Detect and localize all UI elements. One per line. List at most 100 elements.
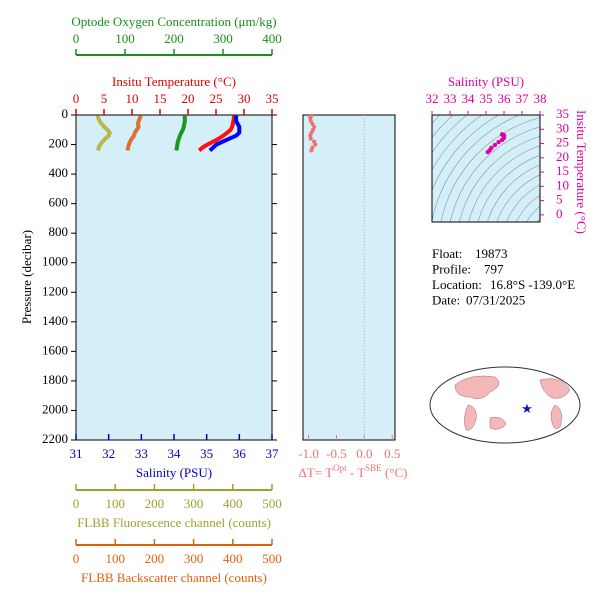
x-tick-label: 36 — [498, 91, 512, 106]
x-tick-label: 100 — [105, 551, 125, 566]
x-tick-label: 0 — [73, 31, 80, 46]
ts-point — [492, 142, 498, 148]
axis-title: FLBB Backscatter channel (counts) — [81, 570, 267, 585]
x-tick-label: 0.5 — [384, 446, 400, 461]
x-tick-label: 34 — [168, 446, 182, 461]
x-axis-title: Salinity (PSU) — [448, 74, 524, 89]
x-tick-label: 5 — [101, 91, 108, 106]
x-tick-label: 0 — [73, 496, 80, 511]
delta-point — [309, 148, 314, 153]
info-label: Date: — [432, 292, 460, 307]
delta-point — [311, 127, 316, 132]
x-tick-label: 37 — [266, 446, 280, 461]
x-tick-label: 300 — [213, 31, 233, 46]
x-tick-label: 100 — [115, 31, 135, 46]
delta-point — [310, 121, 315, 126]
y-tick-label: 1200 — [42, 283, 68, 298]
continent — [454, 375, 500, 399]
delta-point — [313, 142, 318, 147]
x-tick-label: 31 — [70, 446, 83, 461]
float-marker: ★ — [521, 401, 533, 416]
axis-title: FLBB Fluorescence channel (counts) — [77, 515, 271, 530]
x-tick-label: 10 — [126, 91, 139, 106]
profile-background — [76, 115, 272, 440]
y-tick-label: 30 — [556, 120, 569, 135]
x-tick-label: 400 — [262, 31, 282, 46]
y-tick-label: 5 — [556, 192, 563, 207]
x-tick-label: 0 — [73, 91, 80, 106]
y-tick-label: 1600 — [42, 342, 68, 357]
map-outline — [429, 366, 581, 444]
profile-line — [208, 115, 242, 152]
delta-frame — [302, 114, 396, 441]
x-tick-label: 32 — [102, 446, 115, 461]
info-value: 797 — [484, 261, 504, 276]
x-tick-label: 20 — [182, 91, 195, 106]
delta-point — [308, 133, 313, 138]
continent — [489, 417, 507, 430]
contour — [555, 230, 595, 270]
x-tick-label: 200 — [145, 496, 165, 511]
y-tick-label: 800 — [49, 224, 69, 239]
info-value: 07/31/2025 — [466, 292, 525, 307]
x-tick-label: -0.5 — [326, 446, 347, 461]
info-label: Profile: — [432, 261, 471, 276]
ts-background — [432, 115, 540, 222]
x-tick-label: 100 — [105, 496, 125, 511]
y-tick-label: 35 — [556, 106, 569, 121]
label-part: (°C) — [382, 465, 408, 480]
world-map: ★ — [429, 366, 581, 444]
profile-line — [125, 115, 143, 151]
delta-point — [308, 118, 313, 123]
info-value: 19873 — [475, 246, 508, 261]
x-tick-label: 36 — [233, 446, 247, 461]
x-tick-label: 30 — [238, 91, 251, 106]
x-axis-title: ΔT= TOpt - TSBE (°C) — [299, 463, 408, 480]
x-tick-label: 0 — [73, 551, 80, 566]
y-tick-label: 0 — [62, 106, 69, 121]
x-tick-label: 400 — [223, 496, 243, 511]
x-tick-label: 300 — [184, 551, 204, 566]
x-tick-label: -1.0 — [298, 446, 319, 461]
y-tick-label: 10 — [556, 177, 569, 192]
x-tick-label: 32 — [426, 91, 439, 106]
x-tick-label: 37 — [516, 91, 530, 106]
x-tick-label: 35 — [266, 91, 279, 106]
y-tick-label: 0 — [556, 206, 563, 221]
y-tick-label: 200 — [49, 136, 69, 151]
x-tick-label: 500 — [262, 551, 282, 566]
ts-point — [485, 149, 490, 155]
y-tick-label: 1000 — [42, 254, 68, 269]
y-tick-label: 1400 — [42, 313, 68, 328]
y-tick-label: 400 — [49, 165, 69, 180]
axis-title: Salinity (PSU) — [136, 465, 212, 480]
x-tick-label: 25 — [210, 91, 223, 106]
x-tick-label: 38 — [534, 91, 547, 106]
info-label: Location: — [432, 277, 482, 292]
x-tick-label: 500 — [262, 496, 282, 511]
x-tick-label: 33 — [444, 91, 457, 106]
y-tick-label: 2000 — [42, 401, 68, 416]
y-tick-label: 15 — [556, 163, 569, 178]
label-part: SBE — [365, 463, 382, 473]
y-axis-title: Insitu Temperature (°C) — [574, 110, 589, 234]
delta-point — [308, 115, 313, 120]
y-tick-label: 25 — [556, 135, 569, 150]
x-tick-label: 35 — [480, 91, 493, 106]
info-value: 16.8°S -139.0°E — [490, 277, 575, 292]
continent — [550, 404, 562, 429]
ts-point — [496, 139, 501, 145]
delta-point — [308, 136, 313, 141]
info-label: Float: — [432, 246, 462, 261]
y-tick-label: 1800 — [42, 372, 68, 387]
delta-background — [303, 115, 395, 440]
x-tick-label: 34 — [462, 91, 476, 106]
continent — [539, 378, 571, 399]
x-tick-label: 200 — [145, 551, 165, 566]
x-tick-label: 33 — [135, 446, 148, 461]
label-part: ΔT= T — [299, 465, 334, 480]
x-tick-label: 200 — [164, 31, 184, 46]
y-axis-title: Pressure (decibar) — [19, 230, 34, 324]
y-tick-label: 600 — [49, 195, 69, 210]
y-tick-label: 20 — [556, 149, 569, 164]
